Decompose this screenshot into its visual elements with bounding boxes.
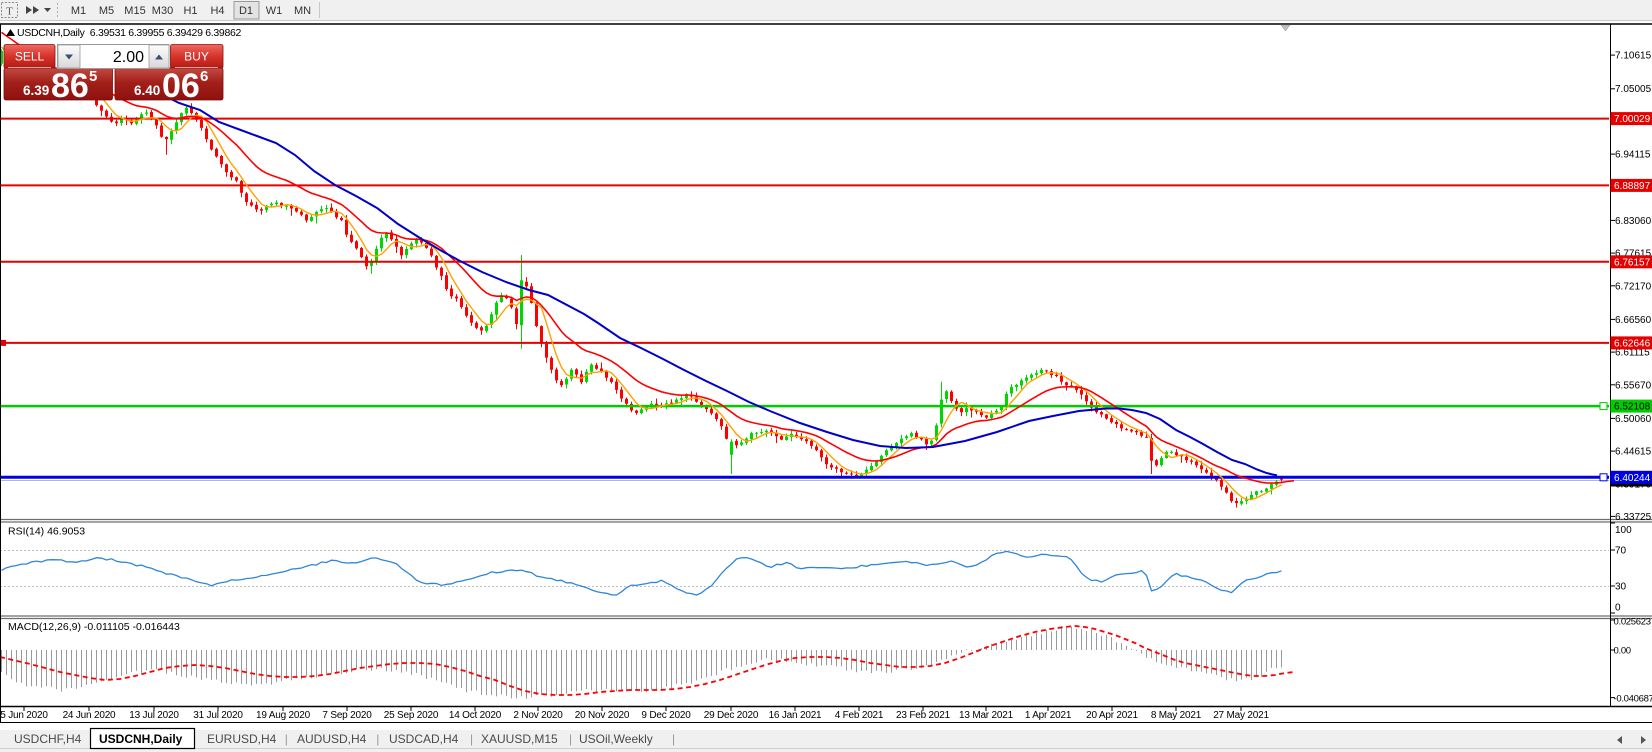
svg-text:7 Sep 2020: 7 Sep 2020 — [322, 710, 372, 721]
svg-text:6.50060: 6.50060 — [1615, 414, 1652, 425]
svg-text:2 Nov 2020: 2 Nov 2020 — [513, 710, 563, 721]
svg-text:6.40244: 6.40244 — [1614, 473, 1651, 484]
svg-text:13 Mar 2021: 13 Mar 2021 — [959, 710, 1014, 721]
svg-text:2.00: 2.00 — [113, 49, 144, 66]
svg-text:6.77615: 6.77615 — [1615, 249, 1652, 260]
svg-text:7.10615: 7.10615 — [1615, 51, 1652, 62]
svg-text:6.40: 6.40 — [134, 83, 160, 98]
svg-text:SELL: SELL — [15, 50, 45, 64]
svg-text:-0.040687: -0.040687 — [1614, 694, 1652, 705]
svg-text:H4: H4 — [210, 5, 224, 17]
svg-text:5 Jun 2020: 5 Jun 2020 — [0, 710, 48, 721]
svg-text:6.83060: 6.83060 — [1615, 216, 1652, 227]
svg-text:MACD(12,26,9) -0.011105 -0.016: MACD(12,26,9) -0.011105 -0.016443 — [8, 621, 180, 633]
svg-text:M5: M5 — [99, 5, 114, 17]
svg-text:7.05005: 7.05005 — [1615, 84, 1652, 95]
svg-text:6.76157: 6.76157 — [1614, 257, 1651, 268]
svg-text:4 Feb 2021: 4 Feb 2021 — [835, 710, 884, 721]
svg-text:6.61115: 6.61115 — [1615, 348, 1650, 359]
svg-text:M15: M15 — [124, 5, 145, 17]
svg-text:0.025623: 0.025623 — [1614, 617, 1651, 628]
svg-text:USDCNH,Daily 6.39531 6.39955: USDCNH,Daily 6.39531 6.39955 6.39429 6.3… — [17, 27, 242, 39]
svg-text:20 Nov 2020: 20 Nov 2020 — [575, 710, 630, 721]
svg-text:T: T — [6, 6, 13, 18]
svg-text:86: 86 — [51, 67, 89, 105]
svg-text:|: | — [376, 732, 379, 746]
svg-text:6.44615: 6.44615 — [1615, 447, 1652, 458]
svg-text:7.00029: 7.00029 — [1614, 114, 1651, 125]
svg-text:70: 70 — [1615, 546, 1627, 557]
svg-text:6.33725: 6.33725 — [1615, 512, 1652, 523]
svg-text:100: 100 — [1615, 525, 1632, 536]
svg-text:6.39: 6.39 — [23, 83, 49, 98]
svg-text:USDCHF,H4: USDCHF,H4 — [14, 732, 82, 746]
svg-text:6: 6 — [200, 68, 208, 85]
svg-text:16 Jan 2021: 16 Jan 2021 — [769, 710, 822, 721]
svg-text:USDCNH,Daily: USDCNH,Daily — [99, 732, 183, 746]
svg-text:9 Dec 2020: 9 Dec 2020 — [641, 710, 691, 721]
svg-text:6.55670: 6.55670 — [1615, 380, 1652, 391]
svg-text:14 Oct 2020: 14 Oct 2020 — [449, 710, 502, 721]
svg-text:6.88897: 6.88897 — [1614, 181, 1651, 192]
svg-text:20 Apr 2021: 20 Apr 2021 — [1086, 710, 1138, 721]
svg-text:06: 06 — [162, 67, 200, 105]
svg-text:6.66560: 6.66560 — [1615, 315, 1652, 326]
svg-text:RSI(14) 46.9053: RSI(14) 46.9053 — [8, 526, 85, 538]
svg-text:W1: W1 — [266, 5, 283, 17]
svg-text:6.62646: 6.62646 — [1614, 338, 1651, 349]
svg-text:EURUSD,H4: EURUSD,H4 — [207, 732, 277, 746]
svg-text:BUY: BUY — [184, 50, 209, 64]
svg-text:6.72170: 6.72170 — [1615, 281, 1652, 292]
svg-text:D1: D1 — [239, 5, 253, 17]
svg-text:M30: M30 — [152, 5, 173, 17]
svg-text:|: | — [672, 732, 675, 746]
svg-text:H1: H1 — [183, 5, 197, 17]
svg-text:XAUUSD,M15: XAUUSD,M15 — [481, 732, 558, 746]
svg-text:USDCAD,H4: USDCAD,H4 — [389, 732, 459, 746]
svg-text:0: 0 — [1615, 603, 1621, 614]
svg-text:1 Apr 2021: 1 Apr 2021 — [1025, 710, 1072, 721]
svg-text:5: 5 — [89, 68, 97, 85]
svg-text:|: | — [569, 732, 572, 746]
svg-text:8 May 2021: 8 May 2021 — [1151, 710, 1202, 721]
svg-text:19 Aug 2020: 19 Aug 2020 — [256, 710, 311, 721]
svg-text:USOil,Weekly: USOil,Weekly — [579, 732, 653, 746]
svg-text:0.00: 0.00 — [1614, 646, 1631, 657]
svg-text:13 Jul 2020: 13 Jul 2020 — [129, 710, 179, 721]
svg-text:25 Sep 2020: 25 Sep 2020 — [384, 710, 439, 721]
svg-text:29 Dec 2020: 29 Dec 2020 — [704, 710, 759, 721]
svg-text:31 Jul 2020: 31 Jul 2020 — [193, 710, 243, 721]
svg-text:30: 30 — [1615, 582, 1627, 593]
svg-text:24 Jun 2020: 24 Jun 2020 — [63, 710, 116, 721]
svg-text:6.52108: 6.52108 — [1614, 402, 1651, 413]
svg-text:|: | — [470, 732, 473, 746]
svg-text:M1: M1 — [71, 5, 86, 17]
svg-text:27 May 2021: 27 May 2021 — [1213, 710, 1269, 721]
svg-text:AUDUSD,H4: AUDUSD,H4 — [297, 732, 367, 746]
svg-text:|: | — [285, 732, 288, 746]
svg-text:6.94115: 6.94115 — [1615, 150, 1651, 161]
svg-text:23 Feb 2021: 23 Feb 2021 — [896, 710, 951, 721]
svg-text:MN: MN — [294, 5, 311, 17]
